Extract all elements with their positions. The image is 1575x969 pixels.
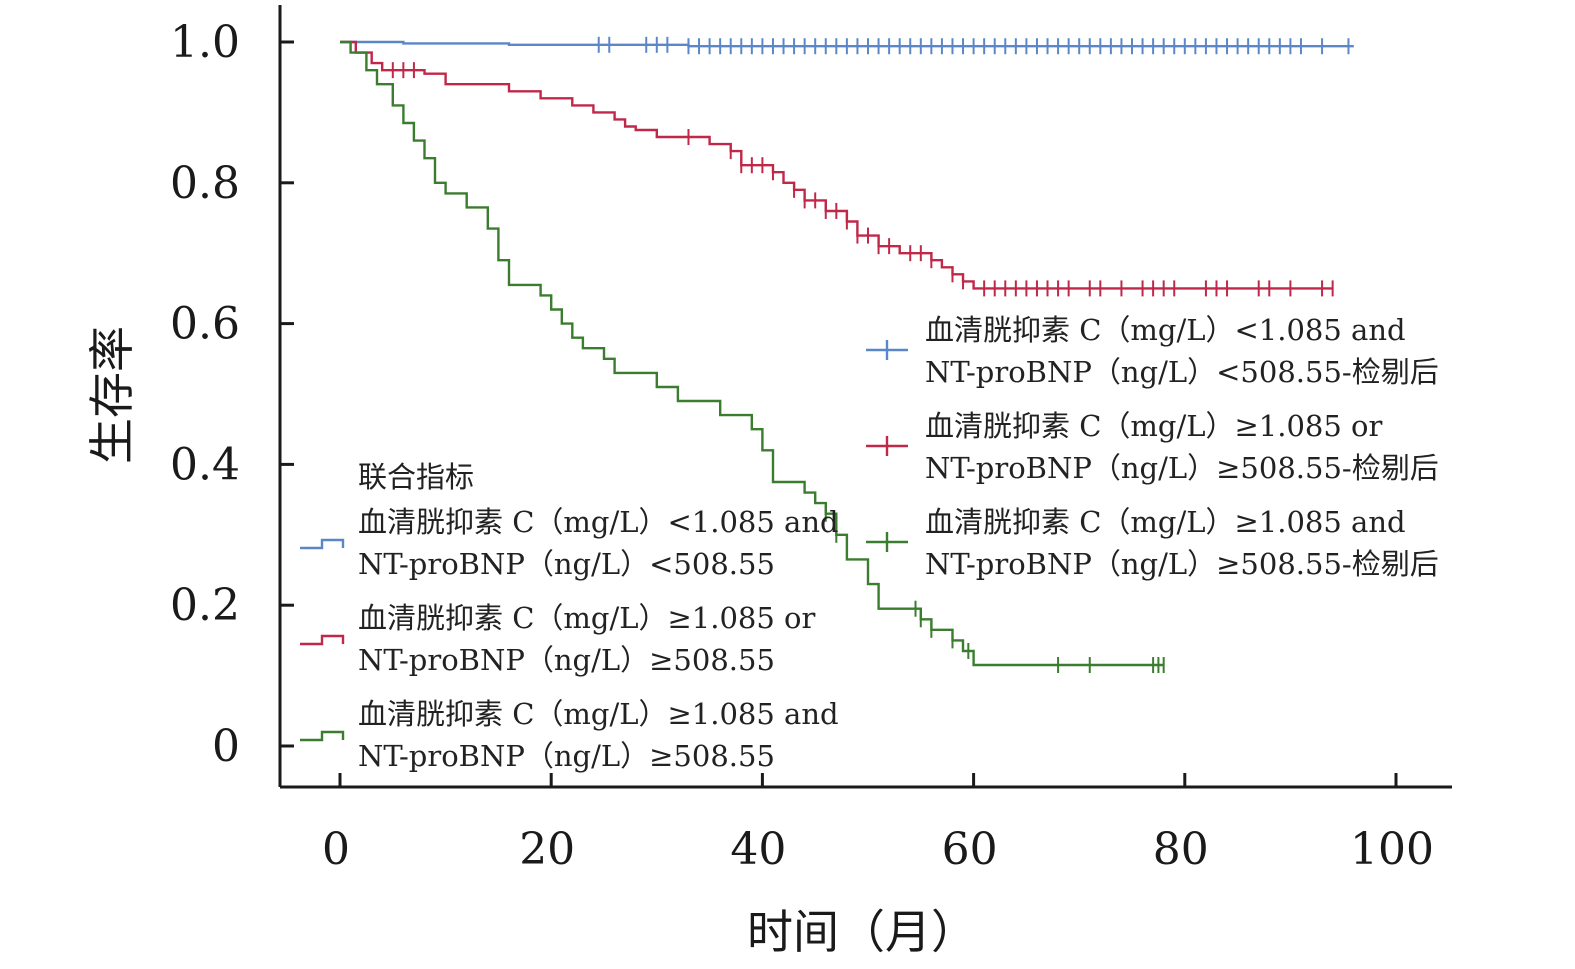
y-axis-title: 生存率 [85,326,139,464]
series-3-line [340,40,1164,667]
y-tick-label: 0.6 [170,299,240,350]
y-tick-label: 0.2 [170,580,240,631]
legend-main-label-line2: NT-proBNP（ng/L）<508.55 [358,547,775,581]
series-layer [340,36,1354,674]
axes: 0 0.2 0.4 0.6 0.8 1.0 0 20 40 60 80 100 [170,5,1452,875]
y-tick-label: 0.8 [170,158,240,209]
legend-main-label-line2: NT-proBNP（ng/L）≥508.55 [358,739,775,773]
legend-censored-label-line2: NT-proBNP（ng/L）≥508.55-检剔后 [925,547,1439,581]
y-tick-label: 1.0 [170,17,240,68]
x-tick-label: 20 [519,824,575,875]
y-tick-label: 0.4 [170,439,240,490]
legend-censored-label-line1: 血清胱抑素 C（mg/L）≥1.085 and [925,505,1406,539]
y-tick-label: 0 [212,721,240,772]
legend-censored-label-line1: 血清胱抑素 C（mg/L）≥1.085 or [925,409,1382,443]
x-axis-title: 时间（月） [747,905,977,959]
legend-censored-label-line2: NT-proBNP（ng/L）≥508.55-检剔后 [925,451,1439,485]
x-tick-label: 80 [1153,824,1209,875]
legend-censored-label-line2: NT-proBNP（ng/L）<508.55-检剔后 [925,355,1439,389]
x-tick-label: 0 [322,824,350,875]
legend-main-label-line2: NT-proBNP（ng/L）≥508.55 [358,643,775,677]
legend-main-label-line1: 血清胱抑素 C（mg/L）<1.085 and [358,505,839,539]
legend-censored-label-line1: 血清胱抑素 C（mg/L）<1.085 and [925,313,1406,347]
x-tick-label: 40 [730,824,786,875]
legend-main-title: 联合指标 [358,460,474,494]
x-tick-label: 60 [942,824,998,875]
x-tick-label: 100 [1350,824,1434,875]
legend-main-label-line1: 血清胱抑素 C（mg/L）≥1.085 and [358,697,839,731]
legend-main-label-line1: 血清胱抑素 C（mg/L）≥1.085 or [358,601,815,635]
legend-main-swatch-2 [300,634,345,646]
legend-main-swatch-1 [300,538,345,550]
series-2-line [340,40,1333,290]
legend-main-swatch-3 [300,730,345,742]
